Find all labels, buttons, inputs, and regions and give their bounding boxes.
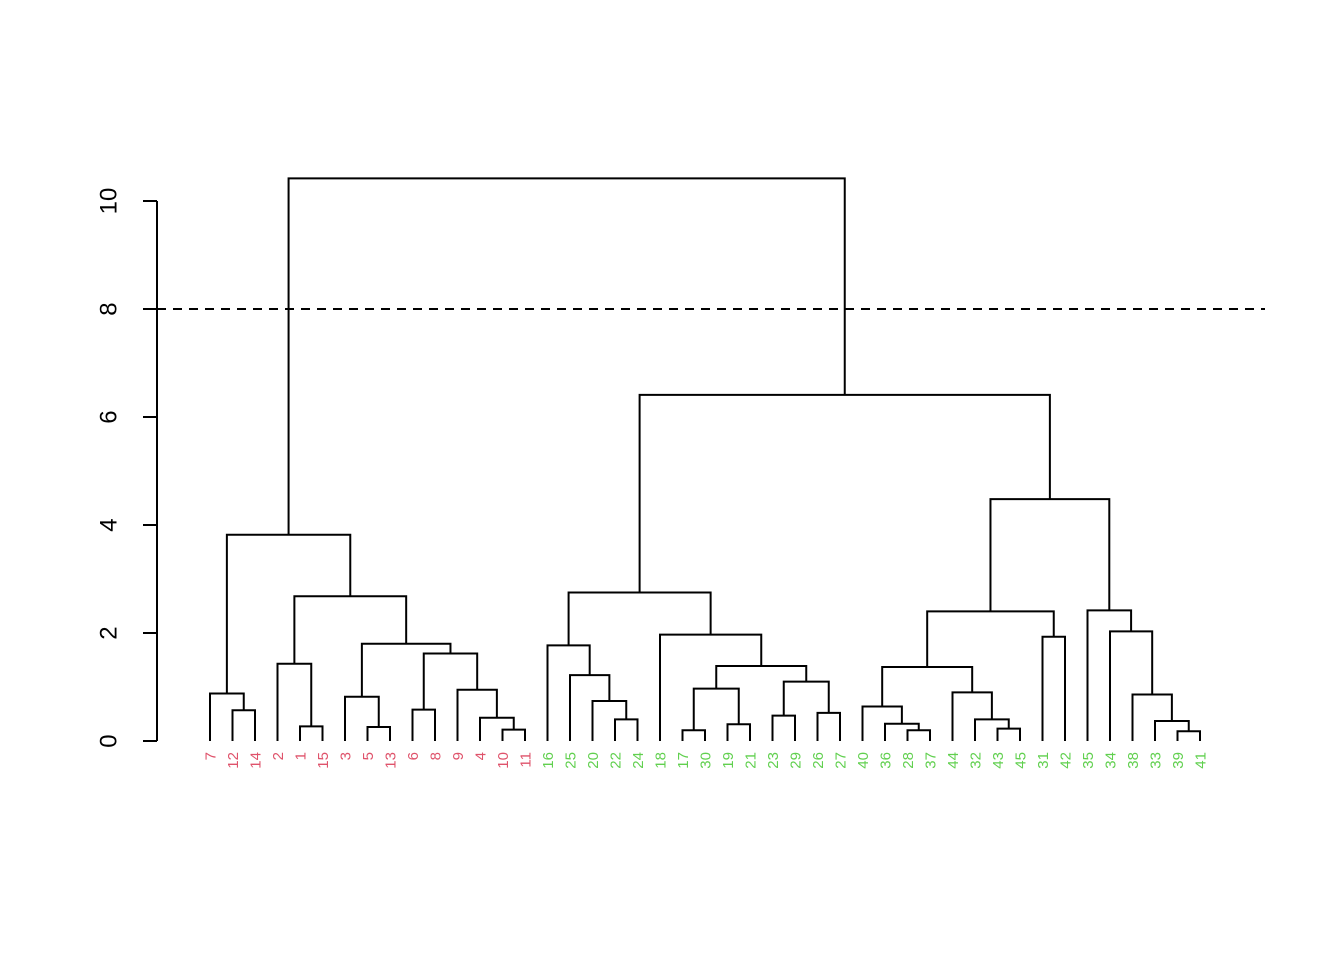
leaf-label: 32 bbox=[967, 752, 984, 769]
leaf-label: 6 bbox=[405, 752, 422, 760]
leaf-label: 13 bbox=[382, 752, 399, 769]
dendrogram-links bbox=[209, 177, 1201, 741]
dendrogram-link bbox=[344, 695, 380, 741]
dendrogram-link bbox=[293, 595, 408, 664]
leaf-label: 37 bbox=[922, 752, 939, 769]
dendrogram-link bbox=[884, 722, 920, 741]
leaf-label: 42 bbox=[1057, 752, 1074, 769]
leaf-label: 25 bbox=[562, 752, 579, 769]
dendrogram-link bbox=[974, 718, 1010, 741]
leaf-label: 1 bbox=[292, 752, 309, 760]
leaf-label: 36 bbox=[877, 752, 894, 769]
leaf-label: 26 bbox=[810, 752, 827, 769]
leaf-label: 7 bbox=[202, 752, 219, 760]
leaf-label: 43 bbox=[990, 752, 1007, 769]
dendrogram-link bbox=[209, 692, 245, 741]
y-axis: 0 2 4 6 8 10 bbox=[95, 188, 158, 748]
dendrogram-link bbox=[1109, 630, 1154, 741]
leaf-label: 39 bbox=[1170, 752, 1187, 769]
y-tick-label: 4 bbox=[95, 518, 122, 531]
leaf-label: 4 bbox=[472, 752, 489, 760]
dendrogram-link bbox=[501, 728, 526, 741]
dendrogram-link bbox=[771, 714, 796, 741]
dendrogram-link bbox=[996, 727, 1021, 741]
dendrogram-link bbox=[567, 591, 712, 646]
dendrogram-link bbox=[456, 688, 498, 741]
leaf-label: 41 bbox=[1192, 752, 1209, 769]
leaf-label: 45 bbox=[1012, 752, 1029, 769]
y-tick-label: 10 bbox=[95, 188, 122, 215]
leaf-label: 35 bbox=[1080, 752, 1097, 769]
dendrogram-link bbox=[366, 725, 391, 741]
leaf-label: 8 bbox=[427, 752, 444, 760]
leaf-labels: 7 12 14 2 1 15 3 5 13 6 8 9 4 10 11 16 25 20 22 24 18 17 30 19 2… bbox=[202, 752, 1209, 769]
leaf-label: 15 bbox=[315, 752, 332, 769]
leaf-label: 31 bbox=[1035, 752, 1052, 769]
dendrogram-link bbox=[360, 642, 452, 697]
leaf-label: 3 bbox=[337, 752, 354, 760]
dendrogram-link bbox=[715, 664, 808, 689]
leaf-label: 5 bbox=[360, 752, 377, 760]
dendrogram-link bbox=[411, 708, 436, 741]
dendrogram-link bbox=[231, 709, 256, 741]
y-tick-label: 0 bbox=[95, 734, 122, 747]
leaf-label: 33 bbox=[1147, 752, 1164, 769]
dendrogram-link bbox=[422, 652, 479, 710]
dendrogram-link bbox=[591, 700, 628, 741]
dendrogram-link bbox=[614, 718, 639, 741]
y-tick-label: 6 bbox=[95, 410, 122, 423]
dendrogram-link bbox=[287, 177, 846, 535]
dendrogram-link bbox=[638, 393, 1051, 593]
dendrogram-link bbox=[681, 729, 706, 741]
leaf-label: 30 bbox=[697, 752, 714, 769]
dendrogram-link bbox=[816, 711, 841, 741]
dendrogram-link bbox=[225, 533, 352, 694]
leaf-label: 28 bbox=[900, 752, 917, 769]
dendrogram-link bbox=[906, 729, 931, 741]
leaf-label: 9 bbox=[450, 752, 467, 760]
dendrogram-link bbox=[299, 725, 324, 741]
dendrogram-link bbox=[546, 644, 591, 741]
dendrogram-link bbox=[1041, 635, 1066, 741]
dendrogram-link bbox=[989, 498, 1111, 612]
dendrogram-link bbox=[276, 662, 313, 741]
leaf-label: 18 bbox=[652, 752, 669, 769]
dendrogram-link bbox=[782, 680, 830, 716]
leaf-label: 29 bbox=[787, 752, 804, 769]
y-tick-label: 2 bbox=[95, 626, 122, 639]
leaf-label: 10 bbox=[495, 752, 512, 769]
leaf-label: 40 bbox=[855, 752, 872, 769]
leaf-label: 12 bbox=[225, 752, 242, 769]
leaf-label: 34 bbox=[1102, 752, 1119, 769]
dendrogram-link bbox=[1176, 730, 1201, 741]
leaf-label: 20 bbox=[585, 752, 602, 769]
leaf-label: 16 bbox=[540, 752, 557, 769]
dendrogram-link bbox=[569, 674, 611, 741]
leaf-label: 21 bbox=[742, 752, 759, 769]
leaf-label: 14 bbox=[247, 752, 264, 769]
leaf-label: 23 bbox=[765, 752, 782, 769]
leaf-label: 2 bbox=[270, 752, 287, 760]
leaf-label: 19 bbox=[720, 752, 737, 769]
dendrogram-link bbox=[951, 691, 993, 741]
dendrogram-link bbox=[726, 723, 751, 741]
dendrogram-link bbox=[926, 610, 1055, 668]
leaf-label: 44 bbox=[945, 752, 962, 769]
leaf-label: 38 bbox=[1125, 752, 1142, 769]
leaf-label: 17 bbox=[675, 752, 692, 769]
y-tick-label: 8 bbox=[95, 302, 122, 315]
leaf-label: 27 bbox=[832, 752, 849, 769]
leaf-label: 22 bbox=[607, 752, 624, 769]
leaf-label: 24 bbox=[630, 752, 647, 769]
dendrogram-link bbox=[881, 666, 974, 707]
leaf-label: 11 bbox=[517, 752, 534, 768]
dendrogram-link bbox=[1131, 693, 1173, 741]
